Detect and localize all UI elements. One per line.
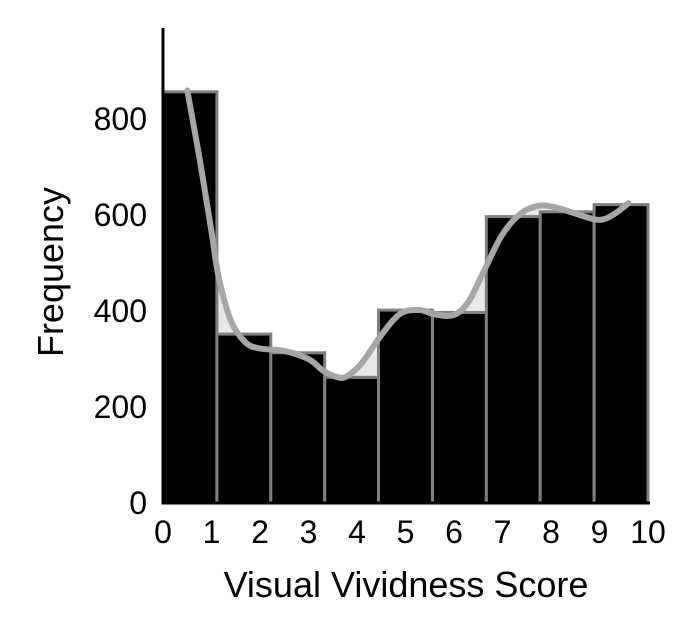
x-tick-label-6: 6 — [445, 514, 463, 550]
histogram-bar-1 — [161, 90, 219, 505]
x-tick-label-0: 0 — [154, 514, 172, 550]
y-tick-label-600: 600 — [94, 197, 147, 233]
x-tick-label-1: 1 — [203, 514, 221, 550]
x-tick-label-2: 2 — [251, 514, 269, 550]
x-axis-title: Visual Vividness Score — [224, 564, 589, 605]
histogram-bar-7 — [484, 215, 542, 505]
histogram-bar-6 — [431, 311, 488, 505]
histogram-bar-4 — [323, 375, 381, 505]
histogram-bar-8 — [538, 210, 596, 505]
x-tick-label-4: 4 — [348, 514, 366, 550]
bars-layer — [161, 90, 650, 505]
y-tick-label-200: 200 — [94, 389, 147, 425]
x-tick-label-8: 8 — [542, 514, 560, 550]
x-tick-labels: 0 1 2 3 4 5 6 7 8 9 10 — [154, 514, 666, 550]
y-tick-labels: 0 200 400 600 800 — [94, 101, 147, 521]
histogram-bar-5 — [377, 308, 434, 505]
histogram-bar-9 — [592, 203, 650, 505]
axes-layer — [161, 28, 650, 505]
y-tick-label-0: 0 — [129, 485, 147, 521]
x-tick-label-9: 9 — [591, 514, 609, 550]
density-curve-line — [184, 87, 632, 381]
x-tick-label-7: 7 — [494, 514, 512, 550]
histogram-bar-2 — [215, 332, 273, 505]
x-tick-label-5: 5 — [397, 514, 415, 550]
density-curve-layer — [184, 87, 632, 381]
y-tick-label-800: 800 — [94, 101, 147, 137]
x-tick-label-10: 10 — [630, 514, 666, 550]
x-tick-label-3: 3 — [300, 514, 318, 550]
y-tick-label-400: 400 — [94, 293, 147, 329]
y-axis-title: Frequency — [30, 187, 71, 357]
histogram-bar-3 — [269, 351, 327, 505]
